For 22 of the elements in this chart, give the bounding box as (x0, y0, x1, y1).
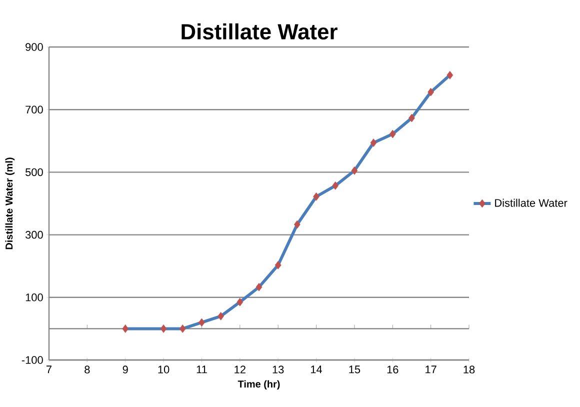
x-tick-label: 16 (387, 366, 398, 374)
x-tick-label: 13 (272, 366, 284, 374)
y-tick-label: 500 (26, 168, 43, 176)
x-tick-label: 18 (464, 366, 475, 374)
x-axis-title: Time (hr) (238, 380, 280, 390)
y-tick-label: 300 (25, 230, 43, 239)
y-axis-title: Distillate Water (ml) (5, 158, 15, 250)
x-tick-label: 12 (234, 366, 246, 374)
y-tick-label: 100 (26, 294, 43, 302)
x-tick-label: 15 (349, 366, 360, 374)
x-tick-label: 9 (122, 366, 128, 374)
x-tick-label: 14 (311, 366, 322, 374)
y-tick-label: -100 (22, 356, 43, 364)
chart-title: Distillate Water (182, 23, 338, 40)
x-tick-label: 8 (84, 366, 90, 374)
x-tick-label: 10 (158, 366, 170, 374)
x-tick-label: 11 (196, 366, 207, 374)
legend-label: Distillate Water (495, 198, 568, 207)
y-tick-label: 700 (26, 106, 43, 114)
y-tick-label: 900 (26, 43, 43, 51)
x-tick-label: 7 (46, 366, 52, 374)
x-tick-label: 17 (426, 366, 436, 374)
